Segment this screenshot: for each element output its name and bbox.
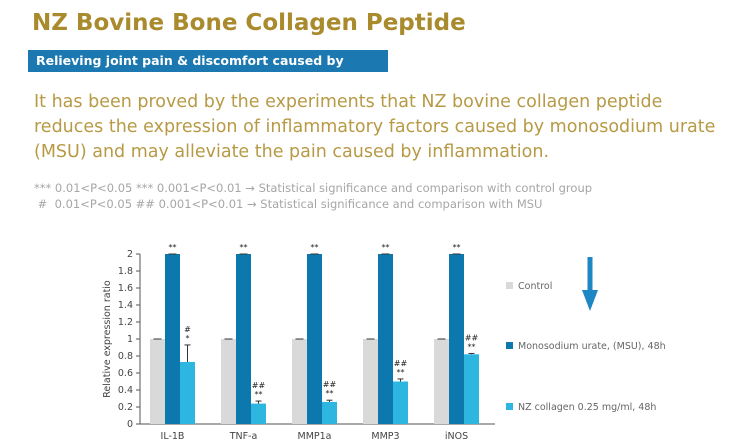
significance-label: ##: [394, 359, 408, 368]
y-tick-label: 2: [127, 249, 133, 260]
significance-label: ##: [465, 333, 479, 342]
x-category-label: TNF-a: [229, 431, 258, 442]
y-tick-label: 0.8: [118, 351, 133, 362]
bar-tnfa-s1: [236, 254, 251, 424]
significance-label: #: [184, 325, 191, 334]
bar-mmp1a-s2: [322, 401, 337, 424]
bar-inos-s0: [434, 339, 449, 424]
subtitle-banner: Relieving joint pain & discomfort caused…: [28, 50, 388, 90]
significance-label: **: [240, 243, 248, 252]
significance-label: ##: [323, 380, 337, 389]
significance-label: **: [382, 243, 390, 252]
legend-swatch: [506, 403, 513, 410]
down-arrow-icon-head: [582, 290, 598, 311]
bar-tnfa-s0: [221, 339, 236, 424]
legend-swatch: [506, 342, 513, 349]
x-category-label: iNOS: [445, 431, 468, 442]
bar-mmp3-s0: [363, 339, 378, 424]
legend-swatch: [506, 282, 513, 289]
y-tick-label: 1.2: [118, 317, 133, 328]
y-tick-label: 1: [127, 334, 133, 345]
y-tick-label: 0.2: [118, 402, 133, 413]
legend-label: NZ collagen 0.25 mg/ml, 48h: [518, 402, 656, 413]
bar-mmp3-s2: [393, 381, 408, 424]
x-category-label: MMP1a: [298, 431, 332, 442]
significance-label: **: [311, 243, 319, 252]
significance-label: **: [169, 243, 177, 252]
bar-il1b-s0: [150, 339, 165, 424]
significance-label: **: [326, 389, 334, 398]
legend-label: Control: [518, 281, 552, 292]
bar-tnfa-s2: [251, 403, 266, 424]
bar-mmp1a-s0: [292, 339, 307, 424]
significance-note-control: *** 0.01<P<0.05 *** 0.001<P<0.01 → Stati…: [34, 181, 593, 195]
significance-label: ##: [252, 381, 266, 390]
bar-il1b-s2: [180, 361, 195, 424]
bar-mmp3-s1: [378, 254, 393, 424]
y-tick-label: 0.4: [118, 385, 133, 396]
y-tick-label: 1.8: [118, 266, 133, 277]
bar-inos-s2: [464, 354, 479, 424]
description-text: It has been proved by the experiments th…: [34, 92, 716, 162]
significance-label: *: [186, 334, 190, 343]
y-tick-label: 0: [127, 419, 133, 430]
significance-label: **: [255, 390, 263, 399]
down-arrow-icon: [587, 257, 593, 293]
expression-bar-chart: 0 0.2 0.4 0.6 0.8 1 1.2 1.4 1.6 1.8 2 Relative expr…: [102, 243, 666, 442]
y-tick-label: 0.6: [118, 368, 133, 379]
bar-inos-s1: [449, 254, 464, 424]
y-tick-label: 1.4: [118, 300, 133, 311]
bar-mmp1a-s1: [307, 254, 322, 424]
page-title: NZ Bovine Bone Collagen Peptide: [32, 10, 466, 36]
bar-il1b-s1: [165, 254, 180, 424]
x-category-label: MMP3: [371, 431, 399, 442]
y-tick-label: 1.6: [118, 283, 133, 294]
significance-label: **: [468, 342, 476, 351]
y-axis-label: Relative expression ratio: [102, 280, 113, 398]
significance-label: **: [397, 368, 405, 377]
x-category-label: IL-1B: [161, 431, 185, 442]
legend-label: Monosodium urate, (MSU), 48h: [518, 341, 666, 352]
significance-note-msu: # 0.01<P<0.05 ## 0.001<P<0.01 → Statisti…: [34, 197, 543, 211]
significance-label: **: [453, 243, 461, 252]
